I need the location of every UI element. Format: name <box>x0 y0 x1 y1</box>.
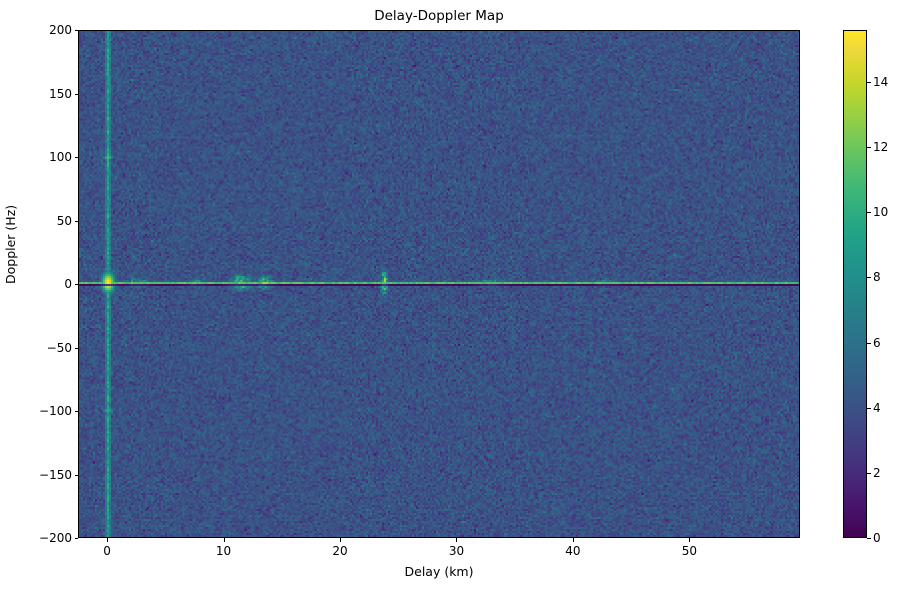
colorbar-tick-mark <box>867 342 871 344</box>
x-tick-label: 40 <box>565 544 581 558</box>
x-tick-mark <box>340 538 342 542</box>
colorbar-tick-mark <box>867 82 871 84</box>
colorbar-tick-mark <box>867 538 871 539</box>
y-tick-mark <box>74 93 78 95</box>
y-tick-label: 50 <box>56 213 72 228</box>
colorbar-tick-label: 4 <box>873 400 881 415</box>
x-tick-label: 10 <box>215 544 232 558</box>
x-tick-label: 30 <box>448 544 465 558</box>
x-tick-mark <box>689 538 691 542</box>
y-tick-mark <box>74 157 78 158</box>
y-axis-label: Doppler (Hz) <box>3 204 18 284</box>
colorbar-tick-mark <box>867 212 871 214</box>
y-tick-mark <box>74 30 78 31</box>
y-tick-label: 150 <box>49 86 72 101</box>
colorbar-tick-label: 6 <box>873 335 881 350</box>
y-tick-label: −200 <box>39 531 72 545</box>
y-tick-label: −150 <box>39 467 72 482</box>
colorbar-tick-label: 0 <box>873 531 881 545</box>
x-tick-mark <box>456 538 458 542</box>
delay-doppler-heatmap[interactable] <box>78 30 800 538</box>
colorbar-tick-mark <box>867 472 871 474</box>
colorbar[interactable] <box>843 30 867 538</box>
x-axis-label: Delay (km) <box>404 564 474 579</box>
colorbar-tick-label: 14 <box>873 75 889 90</box>
y-tick-mark <box>74 220 78 222</box>
y-tick-mark <box>74 347 78 349</box>
colorbar-tick-mark <box>867 147 871 149</box>
x-tick-mark <box>572 538 574 542</box>
y-tick-mark <box>74 474 78 476</box>
colorbar-tick-mark <box>867 407 871 409</box>
y-tick-mark <box>74 284 78 285</box>
x-tick-label: 0 <box>103 544 111 558</box>
y-tick-label: 100 <box>49 150 72 164</box>
y-tick-mark <box>74 411 78 412</box>
colorbar-tick-label: 10 <box>873 205 889 220</box>
colorbar-tick-label: 2 <box>873 465 881 480</box>
heatmap-image <box>79 31 799 537</box>
colorbar-tick-label: 8 <box>873 270 881 285</box>
page-title: Delay-Doppler Map <box>374 8 504 24</box>
x-tick-mark <box>107 538 109 542</box>
y-tick-label: −100 <box>39 404 72 418</box>
x-tick-mark <box>223 538 225 542</box>
x-tick-label: 20 <box>332 544 348 558</box>
x-tick-label: 50 <box>681 544 697 558</box>
colorbar-tick-mark <box>867 277 871 279</box>
colorbar-tick-label: 12 <box>873 140 889 155</box>
y-tick-label: 200 <box>49 23 72 37</box>
y-tick-mark <box>74 538 78 539</box>
y-tick-label: −50 <box>46 340 72 355</box>
y-tick-label: 0 <box>64 277 72 291</box>
colorbar-gradient <box>844 31 866 537</box>
